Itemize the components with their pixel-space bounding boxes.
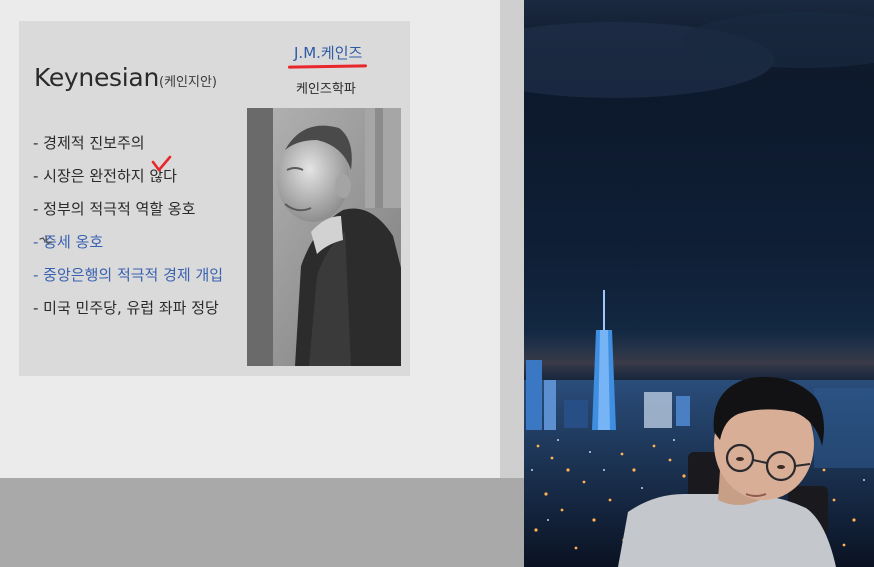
bullet-list: - 경제적 진보주의 - 시장은 완전하지 않다 - 정부의 적극적 역할 옹호… — [33, 133, 223, 331]
red-check-annotation — [151, 155, 172, 172]
bullet-item: - 미국 민주당, 유럽 좌파 정당 — [33, 299, 219, 317]
person-name: J.M.케인즈 — [294, 44, 363, 62]
bullet-item: - 시장은 완전하지 않다 — [33, 167, 177, 185]
keynes-portrait — [247, 108, 401, 366]
webcam-panel — [524, 0, 874, 567]
bullet-item: - 증세 옹호 — [33, 233, 104, 251]
slide: Keynesian(케인지안) J.M.케인즈 케인즈학파 - 경제적 진보주의… — [19, 21, 410, 376]
bullet-item: - 경제적 진보주의 — [33, 134, 145, 152]
slide-title: Keynesian(케인지안) — [34, 63, 217, 92]
bullet-item: - 중앙은행의 적극적 경제 개입 — [33, 266, 224, 284]
page-gutter — [500, 0, 524, 478]
presentation-area: Keynesian(케인지안) J.M.케인즈 케인즈학파 - 경제적 진보주의… — [0, 0, 524, 567]
bullet-item: - 정부의 적극적 역할 옹호 — [33, 200, 196, 218]
slide-title-main: Keynesian — [34, 63, 159, 92]
bottom-strip — [0, 478, 524, 567]
red-underline-annotation — [287, 64, 368, 69]
school-label: 케인즈학파 — [296, 82, 356, 97]
city-skyline-background — [524, 0, 874, 567]
slide-title-paren: (케인지안) — [159, 75, 217, 90]
pen-scribble-annotation — [39, 236, 53, 244]
